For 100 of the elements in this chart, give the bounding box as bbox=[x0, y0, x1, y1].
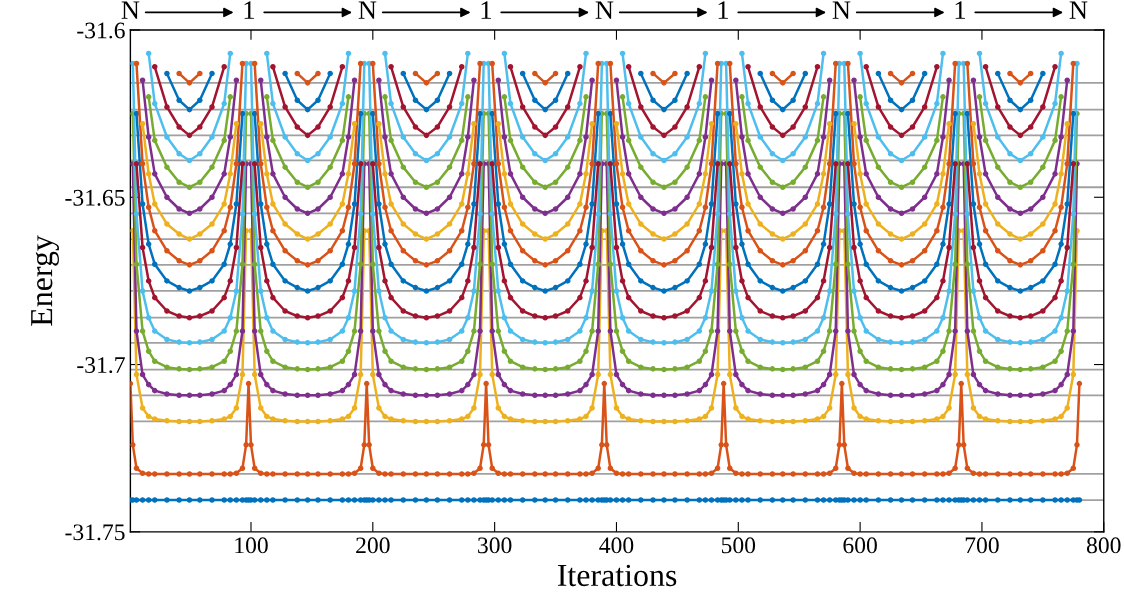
point bbox=[164, 70, 170, 77]
point bbox=[552, 97, 559, 104]
point bbox=[995, 104, 1001, 110]
point bbox=[790, 124, 796, 130]
point bbox=[197, 124, 203, 130]
point bbox=[519, 70, 526, 77]
point bbox=[423, 132, 430, 139]
text: 1 bbox=[244, 1, 254, 19]
point bbox=[532, 124, 538, 130]
point bbox=[209, 70, 215, 77]
point bbox=[507, 64, 514, 70]
point bbox=[434, 70, 441, 77]
point bbox=[909, 124, 916, 130]
point bbox=[982, 64, 989, 70]
x-tick-label: 100 bbox=[235, 537, 268, 554]
point bbox=[315, 97, 321, 104]
point bbox=[315, 124, 321, 130]
text: 1 bbox=[718, 1, 728, 19]
point bbox=[779, 106, 786, 113]
point bbox=[434, 97, 441, 104]
point bbox=[176, 124, 182, 130]
point bbox=[552, 70, 559, 77]
point bbox=[650, 97, 656, 104]
text: N bbox=[595, 1, 614, 19]
point bbox=[542, 80, 548, 86]
point bbox=[790, 70, 796, 77]
text: N bbox=[121, 1, 140, 19]
text: 1 bbox=[955, 1, 965, 19]
x-tick-label: 200 bbox=[356, 537, 390, 554]
point bbox=[304, 132, 311, 139]
point bbox=[209, 104, 215, 110]
point bbox=[757, 104, 763, 110]
point bbox=[1027, 70, 1034, 77]
point bbox=[315, 70, 321, 77]
point bbox=[887, 70, 894, 77]
point bbox=[1007, 124, 1013, 130]
point bbox=[294, 124, 301, 130]
point bbox=[1040, 104, 1046, 110]
text: 1 bbox=[481, 1, 491, 19]
point bbox=[552, 124, 559, 130]
point bbox=[1007, 97, 1013, 104]
x-tick-label: 300 bbox=[478, 537, 512, 554]
x-tick-label: 600 bbox=[843, 537, 877, 554]
point bbox=[412, 70, 419, 77]
point bbox=[458, 64, 465, 70]
point bbox=[661, 80, 667, 86]
point bbox=[564, 70, 571, 77]
x-axis-title: Iterations bbox=[557, 564, 677, 587]
point bbox=[875, 70, 882, 77]
point bbox=[446, 104, 453, 110]
point bbox=[294, 70, 301, 77]
point bbox=[638, 104, 644, 110]
point bbox=[197, 97, 203, 104]
point bbox=[388, 64, 394, 70]
point bbox=[672, 97, 678, 104]
point bbox=[909, 97, 916, 104]
point bbox=[757, 70, 763, 77]
point bbox=[446, 70, 453, 77]
point bbox=[769, 97, 776, 104]
text: N bbox=[1069, 1, 1088, 19]
point bbox=[934, 64, 940, 70]
point bbox=[564, 104, 571, 110]
point bbox=[519, 104, 526, 110]
point bbox=[625, 64, 632, 70]
point bbox=[434, 124, 441, 130]
text: N bbox=[832, 1, 851, 19]
point bbox=[863, 64, 869, 70]
point bbox=[814, 64, 821, 70]
text: N bbox=[358, 1, 377, 19]
point bbox=[887, 124, 894, 130]
point bbox=[412, 97, 419, 104]
point bbox=[542, 106, 548, 113]
point bbox=[282, 70, 288, 77]
point bbox=[532, 70, 538, 77]
point bbox=[802, 104, 809, 110]
point bbox=[802, 70, 809, 77]
point bbox=[577, 64, 583, 70]
x-tick-label: 700 bbox=[965, 537, 999, 554]
point bbox=[1017, 132, 1024, 139]
point bbox=[921, 70, 928, 77]
point bbox=[1007, 70, 1013, 77]
point bbox=[151, 64, 158, 70]
point bbox=[186, 132, 193, 139]
point bbox=[532, 97, 538, 104]
point bbox=[176, 70, 182, 77]
point bbox=[400, 70, 407, 77]
x-tick-label: 400 bbox=[599, 537, 634, 554]
point bbox=[412, 124, 419, 130]
point bbox=[672, 124, 678, 130]
point bbox=[921, 104, 928, 110]
y-tick-label: -31.7 bbox=[77, 357, 125, 374]
point bbox=[400, 104, 407, 110]
point bbox=[684, 70, 690, 77]
point bbox=[887, 97, 894, 104]
point bbox=[221, 64, 227, 70]
point bbox=[696, 64, 703, 70]
point bbox=[1017, 106, 1024, 113]
point bbox=[684, 104, 690, 110]
point bbox=[875, 104, 882, 110]
point bbox=[898, 132, 905, 139]
